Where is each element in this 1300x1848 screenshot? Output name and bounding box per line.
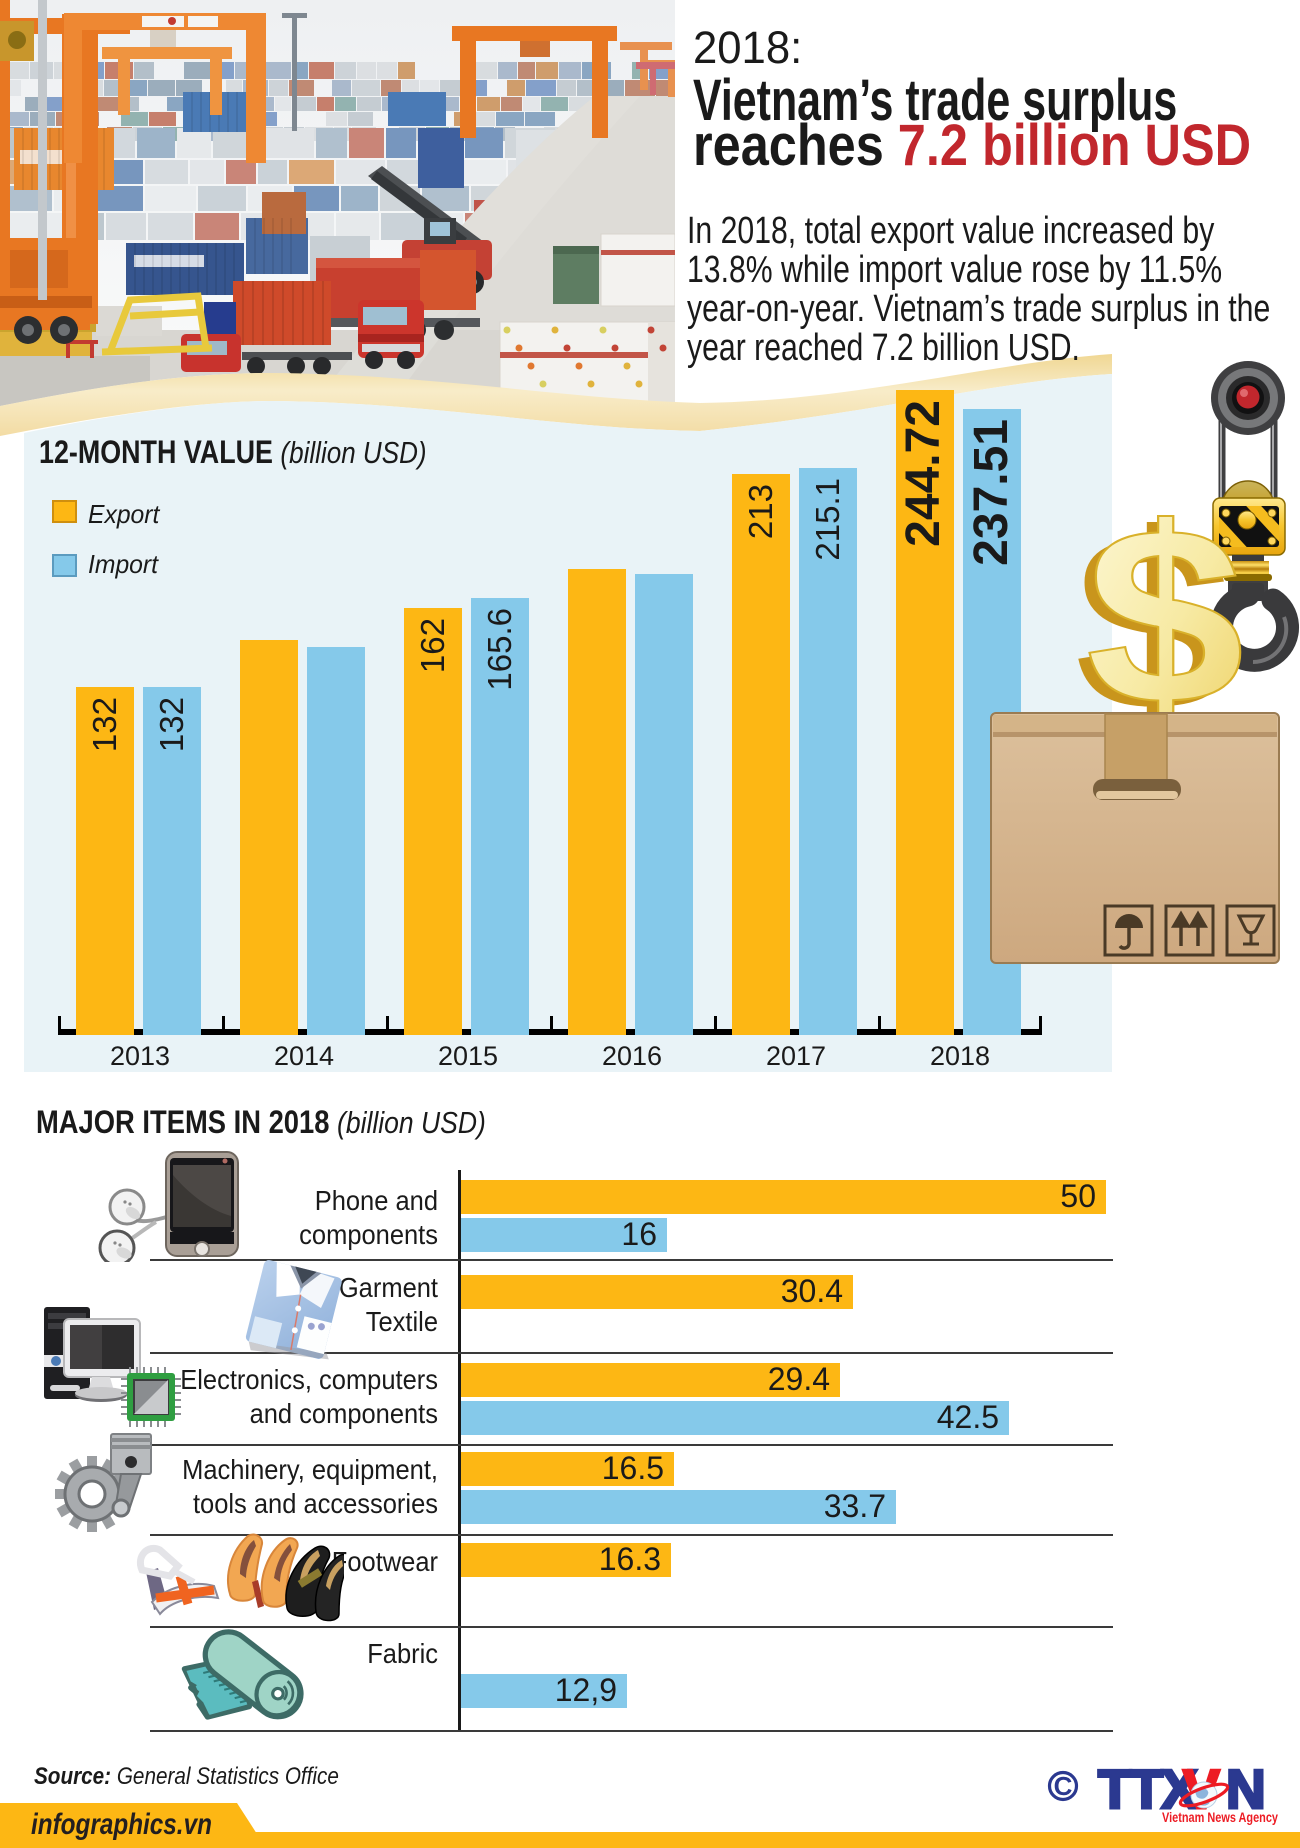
- svg-text:Vietnam News Agency: Vietnam News Agency: [1162, 1809, 1278, 1825]
- svg-text:C: C: [1054, 1771, 1073, 1801]
- svg-text:TTX: TTX: [1098, 1758, 1198, 1820]
- svg-text:N: N: [1226, 1758, 1264, 1820]
- svg-text:$: $: [1086, 475, 1244, 756]
